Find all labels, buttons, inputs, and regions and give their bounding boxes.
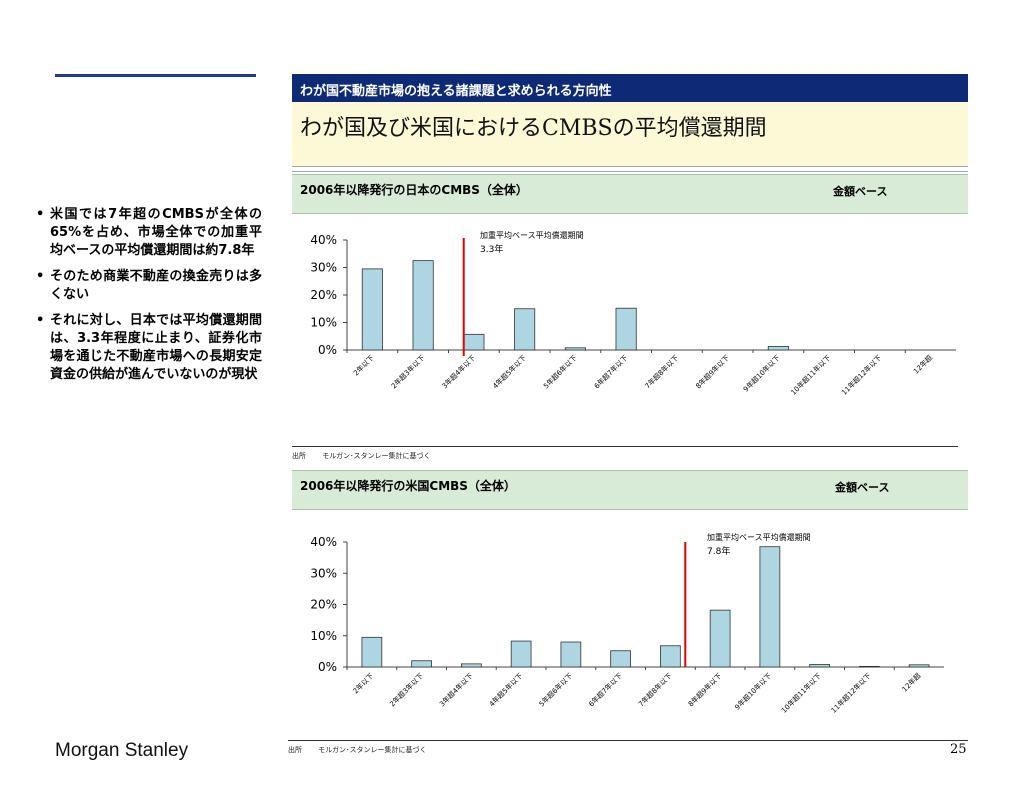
x-tick-label: 2年以下: [351, 671, 375, 695]
bullet-item: そのため商業不動産の換金売りは多くない: [32, 268, 262, 304]
bar: [361, 636, 383, 668]
chart-1-basis: 金額ベース: [833, 185, 888, 198]
bullet-list: 米国では7年超のCMBSが全体の65%を占め、市場全体での加重平均ベースの平均償…: [32, 206, 262, 392]
y-tick-label: 30%: [310, 566, 337, 580]
chart-us: 40% 30% 20% 10% 0% 2年以下 2年超3年以下 3年超4年以下 4年超5年以下 5…: [310, 532, 944, 715]
x-tick-label: 2年超3年以下: [388, 671, 425, 708]
bar: [759, 546, 781, 668]
section-title: わが国不動産市場の抱える諸課題と求められる方向性: [300, 84, 612, 99]
x-tick-label: 5年超6年以下: [541, 353, 578, 390]
x-tick-label: 2年超3年以下: [389, 353, 426, 390]
x-tick-label: 8年超9年以下: [686, 671, 723, 708]
x-tick-label: 10年超11年以下: [779, 671, 823, 715]
x-tick-label: 10年超11年以下: [789, 353, 833, 397]
x-tick-label: 3年超4年以下: [440, 353, 477, 390]
x-tick-label: 2年以下: [351, 353, 375, 377]
x-tick-label: 11年超12年以下: [840, 353, 884, 397]
x-tick-label: 8年超9年以下: [694, 353, 731, 390]
y-tick-label: 40%: [310, 233, 337, 247]
source-label: 出所: [292, 452, 306, 460]
bar: [514, 308, 536, 351]
x-tick-label: 5年超6年以下: [537, 671, 574, 708]
y-tick-label: 0%: [318, 660, 337, 674]
marker-label: 加重平均ベース平均償還期間: [480, 230, 584, 240]
chart-2-bottom-rule: [288, 740, 968, 741]
chart-1-bottom-rule: [292, 446, 958, 447]
chart-japan: 40% 30% 20% 10% 0% 2年以下 2年超3年以下 3年超4年以下 4年超5年以下 5…: [310, 230, 956, 397]
divider: [292, 166, 968, 172]
chart-2-header: 2006年以降発行の米国CMBS（全体） 金額ベース: [292, 470, 968, 510]
y-tick-label: 10%: [310, 316, 337, 330]
company-logo: Morgan Stanley: [55, 740, 189, 761]
bar: [411, 660, 432, 668]
y-tick-label: 10%: [310, 629, 337, 643]
x-tick-label: 6年超7年以下: [592, 353, 629, 390]
section-header: わが国不動産市場の抱える諸課題と求められる方向性: [292, 74, 968, 102]
x-tick-label: 4年超5年以下: [491, 353, 528, 390]
x-tick-label: 12年超: [911, 353, 934, 376]
bar: [767, 346, 789, 351]
y-tick-label: 0%: [318, 343, 337, 357]
bar: [809, 664, 830, 668]
x-tick-label: 6年超7年以下: [587, 671, 624, 708]
y-tick-label: 20%: [310, 598, 337, 612]
marker-label: 加重平均ベース平均償還期間: [707, 532, 811, 542]
chart-2-title: 2006年以降発行の米国CMBS（全体）: [300, 479, 516, 493]
marker-value: 3.3年: [480, 243, 503, 255]
bar: [463, 333, 485, 351]
x-tick-label: 3年超4年以下: [437, 671, 474, 708]
x-tick-label: 9年超10年以下: [733, 671, 774, 712]
bullet-item: それに対し、日本では平均償還期間は、3.3年程度に止まり、証券化市場を通じた不動…: [32, 312, 262, 384]
bar: [361, 268, 383, 351]
source-text: モルガン･スタンレー集計に基づく: [318, 746, 427, 754]
bar: [510, 640, 532, 668]
bar: [660, 645, 681, 668]
y-tick-label: 40%: [310, 535, 337, 549]
x-tick-label: 11年超12年以下: [829, 671, 873, 715]
x-tick-label: 7年超8年以下: [643, 353, 680, 390]
bar: [859, 665, 880, 668]
y-tick-label: 30%: [310, 261, 337, 275]
page-title: わが国及び米国におけるCMBSの平均償還期間: [300, 116, 767, 141]
x-tick-label: 4年超5年以下: [487, 671, 524, 708]
x-tick-label: 7年超8年以下: [636, 671, 673, 708]
bar: [412, 260, 434, 351]
bar: [615, 307, 637, 351]
chart-1-header: 2006年以降発行の日本のCMBS（全体） 金額ベース: [292, 174, 968, 214]
bar: [908, 664, 930, 668]
bar: [610, 650, 631, 668]
y-tick-label: 20%: [310, 288, 337, 302]
page-number: 25: [950, 742, 967, 757]
bar: [461, 663, 482, 668]
bar: [560, 641, 582, 668]
x-tick-label: 12年超: [900, 671, 923, 694]
accent-rule: [55, 74, 256, 77]
marker-value: 7.8年: [707, 545, 730, 557]
title-area: わが国及び米国におけるCMBSの平均償還期間: [292, 102, 968, 166]
source-label: 出所: [288, 746, 302, 754]
bar: [564, 347, 586, 351]
chart-2-source: 出所 モルガン･スタンレー集計に基づく: [288, 745, 427, 755]
chart-1-source: 出所 モルガン･スタンレー集計に基づく: [292, 451, 431, 461]
source-text: モルガン･スタンレー集計に基づく: [322, 452, 431, 460]
chart-2-basis: 金額ベース: [835, 481, 890, 494]
chart-1-title: 2006年以降発行の日本のCMBS（全体）: [300, 183, 528, 197]
bullet-item: 米国では7年超のCMBSが全体の65%を占め、市場全体での加重平均ベースの平均償…: [32, 206, 262, 260]
x-tick-label: 9年超10年以下: [741, 353, 782, 394]
bar: [709, 609, 731, 668]
